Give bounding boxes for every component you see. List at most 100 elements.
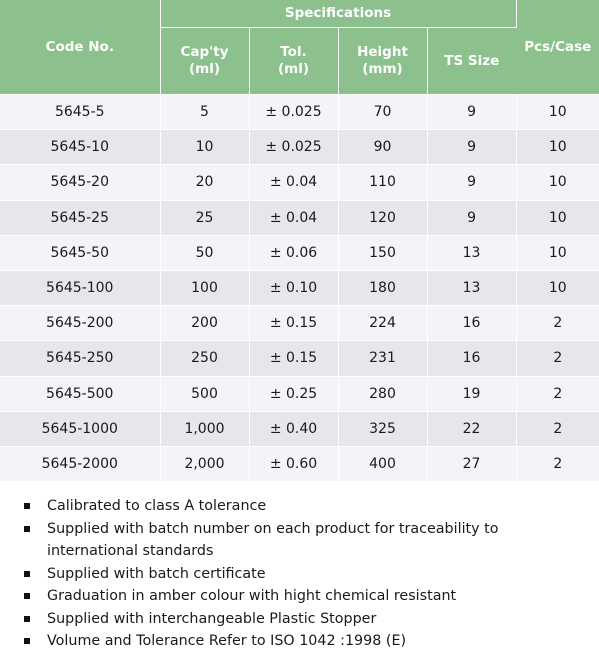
pcs-cell: 10 bbox=[516, 200, 599, 236]
header-height-unit: (mm) bbox=[362, 61, 403, 77]
pcs-cell: 10 bbox=[516, 94, 599, 131]
header-pcs-per-case: Pcs/Case bbox=[516, 0, 599, 95]
ts-size-cell: 16 bbox=[427, 340, 517, 377]
tolerance-cell: ± 0.15 bbox=[249, 340, 339, 377]
code-cell: 5645-20 bbox=[0, 164, 161, 201]
capacity-cell: 100 bbox=[160, 270, 250, 307]
square-bullet-icon bbox=[24, 638, 30, 645]
tolerance-cell: ± 0.25 bbox=[249, 376, 339, 412]
code-cell: 5645-50 bbox=[0, 235, 161, 271]
pcs-cell: 2 bbox=[516, 446, 599, 483]
height-cell: 280 bbox=[338, 376, 428, 412]
note-text: Volume and Tolerance Refer to ISO 1042 :… bbox=[47, 633, 407, 650]
table-row: 5645-500 500 ± 0.25 280 19 2 bbox=[0, 376, 599, 412]
ts-size-cell: 13 bbox=[427, 270, 517, 307]
square-bullet-icon bbox=[24, 615, 30, 622]
header-tolerance: Tol. (ml) bbox=[249, 27, 339, 95]
tolerance-cell: ± 0.10 bbox=[249, 270, 339, 307]
header-capacity-label: Cap'ty bbox=[180, 44, 229, 60]
ts-size-cell: 9 bbox=[427, 164, 517, 201]
capacity-cell: 2,000 bbox=[160, 446, 250, 483]
header-ts-size: TS Size bbox=[427, 27, 517, 95]
header-capacity-unit: (ml) bbox=[188, 61, 221, 77]
code-cell: 5645-10 bbox=[0, 129, 161, 166]
code-cell: 5645-100 bbox=[0, 270, 161, 307]
ts-size-cell: 19 bbox=[427, 376, 517, 412]
note-item: Calibrated to class A tolerance bbox=[0, 495, 599, 518]
pcs-cell: 10 bbox=[516, 235, 599, 271]
table-row: 5645-5 5 ± 0.025 70 9 10 bbox=[0, 94, 599, 131]
table-row: 5645-2000 2,000 ± 0.60 400 27 2 bbox=[0, 446, 599, 483]
capacity-cell: 20 bbox=[160, 164, 250, 201]
height-cell: 325 bbox=[338, 411, 428, 447]
pcs-cell: 2 bbox=[516, 411, 599, 447]
height-cell: 400 bbox=[338, 446, 428, 483]
code-cell: 5645-250 bbox=[0, 340, 161, 377]
code-cell: 5645-500 bbox=[0, 376, 161, 412]
note-text: Supplied with batch certificate bbox=[47, 565, 266, 582]
capacity-cell: 200 bbox=[160, 305, 250, 342]
code-cell: 5645-200 bbox=[0, 305, 161, 342]
ts-size-cell: 9 bbox=[427, 200, 517, 236]
code-cell: 5645-2000 bbox=[0, 446, 161, 483]
square-bullet-icon bbox=[24, 525, 30, 532]
pcs-cell: 10 bbox=[516, 164, 599, 201]
header-specifications: Specifications bbox=[160, 0, 517, 28]
capacity-cell: 25 bbox=[160, 200, 250, 236]
table-row: 5645-50 50 ± 0.06 150 13 10 bbox=[0, 235, 599, 271]
square-bullet-icon bbox=[24, 570, 30, 577]
capacity-cell: 5 bbox=[160, 94, 250, 131]
table-row: 5645-250 250 ± 0.15 231 16 2 bbox=[0, 340, 599, 377]
table-row: 5645-200 200 ± 0.15 224 16 2 bbox=[0, 305, 599, 342]
note-item: Supplied with batch number on each produ… bbox=[0, 518, 599, 563]
tolerance-cell: ± 0.025 bbox=[249, 94, 339, 131]
height-cell: 70 bbox=[338, 94, 428, 131]
height-cell: 110 bbox=[338, 164, 428, 201]
ts-size-cell: 9 bbox=[427, 129, 517, 166]
height-cell: 231 bbox=[338, 340, 428, 377]
table-row: 5645-100 100 ± 0.10 180 13 10 bbox=[0, 270, 599, 307]
code-cell: 5645-1000 bbox=[0, 411, 161, 447]
note-text: Calibrated to class A tolerance bbox=[47, 498, 267, 515]
table-row: 5645-1000 1,000 ± 0.40 325 22 2 bbox=[0, 411, 599, 447]
tolerance-cell: ± 0.60 bbox=[249, 446, 339, 483]
table-row: 5645-20 20 ± 0.04 110 9 10 bbox=[0, 164, 599, 201]
ts-size-cell: 27 bbox=[427, 446, 517, 483]
ts-size-cell: 16 bbox=[427, 305, 517, 342]
table-row: 5645-25 25 ± 0.04 120 9 10 bbox=[0, 200, 599, 236]
header-tolerance-unit: (ml) bbox=[277, 61, 310, 77]
header-capacity: Cap'ty (ml) bbox=[160, 27, 250, 95]
pcs-cell: 2 bbox=[516, 376, 599, 412]
code-cell: 5645-25 bbox=[0, 200, 161, 236]
note-text: Supplied with batch number on each produ… bbox=[47, 520, 499, 560]
pcs-cell: 2 bbox=[516, 340, 599, 377]
note-text: Supplied with interchangeable Plastic St… bbox=[47, 610, 377, 627]
table-body: 5645-5 5 ± 0.025 70 9 10 5645-10 10 ± 0.025 90 9 10… bbox=[0, 94, 599, 483]
square-bullet-icon bbox=[24, 503, 30, 510]
code-cell: 5645-5 bbox=[0, 94, 161, 131]
capacity-cell: 1,000 bbox=[160, 411, 250, 447]
note-item: Supplied with batch certificate bbox=[0, 563, 599, 586]
ts-size-cell: 9 bbox=[427, 94, 517, 131]
specifications-table: Code No. Specifications Pcs/Case Cap'ty … bbox=[0, 0, 599, 483]
tolerance-cell: ± 0.04 bbox=[249, 200, 339, 236]
note-item: Supplied with interchangeable Plastic St… bbox=[0, 608, 599, 631]
tolerance-cell: ± 0.15 bbox=[249, 305, 339, 342]
ts-size-cell: 13 bbox=[427, 235, 517, 271]
header-height: Height (mm) bbox=[338, 27, 428, 95]
pcs-cell: 10 bbox=[516, 270, 599, 307]
height-cell: 150 bbox=[338, 235, 428, 271]
height-cell: 224 bbox=[338, 305, 428, 342]
height-cell: 90 bbox=[338, 129, 428, 166]
note-text: Graduation in amber colour with hight ch… bbox=[47, 588, 457, 605]
table-row: 5645-10 10 ± 0.025 90 9 10 bbox=[0, 129, 599, 166]
note-item: Volume and Tolerance Refer to ISO 1042 :… bbox=[0, 630, 599, 653]
header-tolerance-label: Tol. bbox=[280, 44, 307, 60]
capacity-cell: 500 bbox=[160, 376, 250, 412]
ts-size-cell: 22 bbox=[427, 411, 517, 447]
notes-list: Calibrated to class A tolerance Supplied … bbox=[0, 482, 599, 653]
pcs-cell: 2 bbox=[516, 305, 599, 342]
square-bullet-icon bbox=[24, 593, 30, 600]
tolerance-cell: ± 0.40 bbox=[249, 411, 339, 447]
height-cell: 120 bbox=[338, 200, 428, 236]
